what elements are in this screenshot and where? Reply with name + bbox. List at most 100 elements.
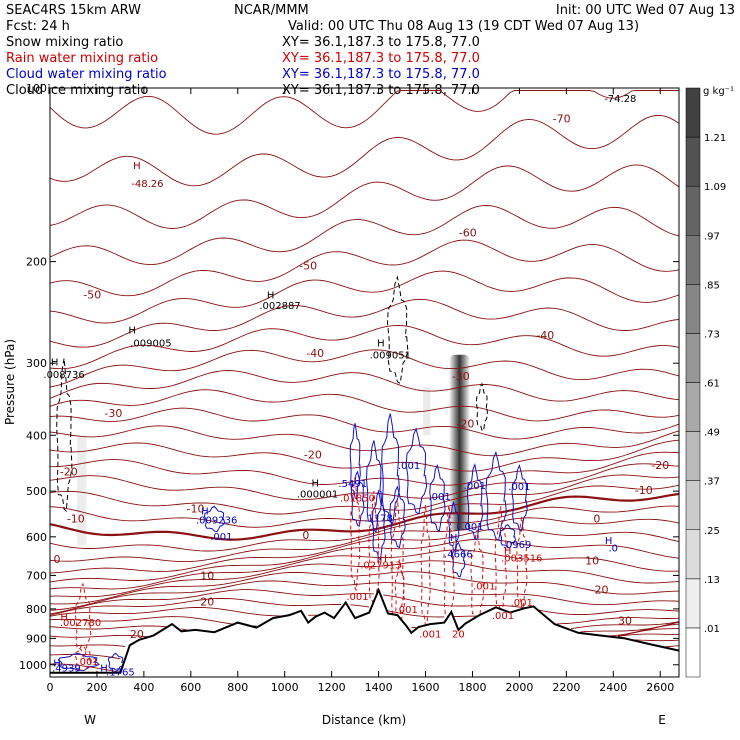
x-tick-label: 600	[180, 681, 201, 694]
isotherm-line	[49, 370, 680, 402]
colorbar-segment	[685, 431, 701, 481]
x-tick-label: 0	[47, 681, 54, 694]
colorbar-segment	[685, 333, 701, 383]
cloud-water-contour	[429, 464, 446, 532]
isotherm-label: 30	[618, 615, 632, 628]
colorbar-label: .49	[704, 428, 720, 439]
cloud-water-contour	[381, 413, 400, 525]
annotation-label: H	[60, 612, 68, 623]
annotation-label: H	[311, 478, 319, 489]
y-tick-label: 700	[26, 569, 47, 582]
y-axis-label: Pressure (hPa)	[3, 339, 17, 425]
colorbar-label: 1.21	[704, 133, 726, 144]
isotherm-label: 20	[200, 595, 214, 608]
x-tick-label: 2600	[646, 681, 674, 694]
colorbar-segment	[685, 284, 701, 334]
annotation-label: .009236	[196, 516, 237, 527]
isotherm-line	[49, 90, 679, 135]
isotherm-line	[49, 628, 679, 647]
isotherm-line	[49, 484, 680, 528]
isotherm-line	[49, 270, 680, 324]
annotation-label: .002887	[259, 301, 300, 312]
isotherm-label: -10	[635, 484, 653, 497]
colorbar-segment	[685, 529, 701, 580]
isotherm-label: -60	[459, 226, 477, 239]
x-tick-label: 2400	[599, 681, 627, 694]
cloud-water-contour	[451, 541, 466, 578]
annotation-label: .001	[428, 492, 450, 503]
isotherm-line	[49, 298, 680, 348]
annotation-label: .01850	[340, 494, 375, 505]
x-tick-label: 2200	[552, 681, 580, 694]
legend-entry-xy: XY= 36.1,187.3 to 175.8, 77.0	[282, 51, 480, 66]
annotation-label: H	[377, 338, 385, 349]
colorbar-segment	[685, 235, 701, 285]
cloud-water-contour	[350, 470, 365, 527]
isotherm-line	[49, 549, 680, 590]
isotherm-line	[49, 623, 680, 638]
x-tick-label: 1800	[458, 681, 486, 694]
isotherm-label: -20	[304, 449, 322, 462]
forecast-hour: Fcst: 24 h	[6, 19, 70, 34]
y-tick-label: 600	[26, 531, 47, 544]
annotation-label: .027913	[360, 560, 401, 571]
isotherm-line	[49, 597, 680, 625]
isotherm-line	[49, 114, 680, 187]
annotation-label: H	[133, 161, 141, 172]
x-tick-label: 1000	[271, 681, 299, 694]
colorbar-label: 1.09	[704, 182, 726, 193]
isotherm-label: -50	[299, 259, 317, 272]
isotherm-line	[50, 451, 680, 486]
isotherm-label: 20	[130, 628, 144, 641]
cloud-water-contour	[203, 505, 226, 533]
annotation-label: .001	[210, 532, 232, 543]
legend-entry-xy: XY= 36.1,187.3 to 175.8, 77.0	[282, 67, 480, 82]
x-axis-label: Distance (km)	[322, 713, 406, 727]
annotation-label: .1178	[364, 513, 393, 524]
isotherm-label: -30	[452, 370, 470, 383]
y-tick-label: 300	[26, 357, 47, 370]
isotherm-line	[49, 538, 680, 583]
annotation-label: .0	[609, 543, 619, 554]
rain-water-contour	[74, 643, 92, 674]
colorbar-segment	[685, 185, 701, 236]
isotherm-line	[49, 474, 680, 515]
x-tick-label: 200	[86, 681, 107, 694]
isotherm-label: 0	[593, 513, 600, 526]
ice-column	[448, 354, 471, 531]
colorbar-units: g kg⁻¹	[703, 86, 734, 97]
annotation-label: H	[605, 536, 613, 547]
annotation-label: .001	[511, 598, 533, 609]
isotherm-line	[49, 205, 680, 266]
isotherm-line	[49, 607, 680, 630]
annotation-label: 20	[452, 630, 465, 641]
annotation-label: .002780	[60, 618, 101, 629]
ice-patch	[76, 435, 87, 546]
cloud-water-contour	[107, 652, 125, 672]
terrain-line	[50, 587, 680, 674]
mixing-ratio-contours	[56, 275, 528, 674]
colorbar-label: .37	[704, 477, 720, 488]
cloud-water-contour	[389, 485, 406, 549]
isotherm-label: -20	[60, 465, 78, 478]
isotherm-line	[49, 349, 680, 388]
isotherm-line	[49, 407, 680, 440]
isotherm-line	[49, 589, 680, 616]
legend-entry-name: Snow mixing ratio	[6, 35, 123, 50]
isotherm-label: -20	[651, 459, 669, 472]
colorbar-label: .85	[704, 280, 720, 291]
y-tick-label: 900	[26, 632, 47, 645]
isotherm-label: 0	[302, 529, 309, 542]
cloud-ice-contour	[56, 358, 73, 513]
legend-entry-xy: XY= 36.1,187.3 to 175.8, 77.0	[282, 83, 480, 98]
legend-entry-name: Cloud water mixing ratio	[6, 67, 167, 82]
isotherm-line	[49, 324, 680, 370]
annotation-label: .003516	[501, 554, 542, 565]
isotherm-label: -40	[306, 347, 324, 360]
colorbar-label: .97	[704, 231, 720, 242]
annotation-label: .001	[492, 611, 514, 622]
annotation-label: .4666	[444, 549, 473, 560]
rain-water-contour	[516, 516, 528, 611]
